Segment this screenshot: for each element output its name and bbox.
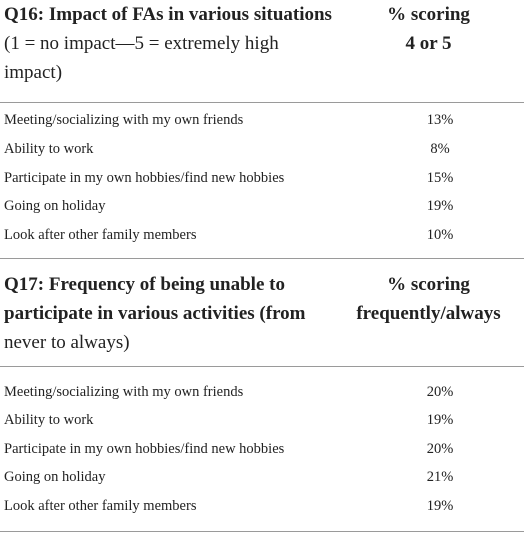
table-row: Look after other family members 19%: [0, 492, 524, 520]
row-label: Ability to work: [4, 141, 94, 157]
table-row: Meeting/socializing with my own friends …: [0, 106, 524, 134]
table-row: Ability to work 8%: [0, 135, 524, 163]
q17-header: Q17: Frequency of being unable to partic…: [0, 270, 524, 362]
q17-column-header: % scoring frequently/always: [341, 270, 516, 328]
q16-title-line-1: Q16: Impact of FAs in various situations: [4, 0, 344, 29]
table-row: Participate in my own hobbies/find new h…: [0, 435, 524, 463]
row-value: 19%: [426, 198, 454, 214]
row-value: 20%: [426, 441, 454, 457]
table-row: Look after other family members 10%: [0, 221, 524, 249]
row-label: Participate in my own hobbies/find new h…: [4, 441, 285, 457]
row-value: 10%: [426, 227, 454, 243]
row-value: 15%: [426, 170, 454, 186]
row-label: Going on holiday: [4, 469, 106, 485]
row-label: Participate in my own hobbies/find new h…: [4, 170, 285, 186]
table-row: Participate in my own hobbies/find new h…: [0, 164, 524, 192]
row-value: 8%: [430, 141, 450, 157]
row-label: Ability to work: [4, 412, 94, 428]
q17-title-line-3: never to always): [4, 332, 130, 353]
table-row: Going on holiday 21%: [0, 463, 524, 491]
table-row: Ability to work 19%: [0, 406, 524, 434]
q16-title-rest: Impact of FAs in various situations: [48, 4, 332, 25]
row-label: Meeting/socializing with my own friends: [4, 112, 244, 128]
row-value: 13%: [426, 112, 454, 128]
q16-header-rule: [0, 102, 524, 103]
table-row: Going on holiday 19%: [0, 192, 524, 220]
row-value: 21%: [426, 469, 454, 485]
q16-col-line-1: % scoring: [387, 4, 470, 25]
q17-col-line-1: % scoring: [387, 274, 470, 295]
row-label: Look after other family members: [4, 498, 197, 514]
q17-title-line-1: Q17: Frequency of being unable to: [4, 274, 285, 295]
row-value: 19%: [426, 412, 454, 428]
q16-question-title: Q16: Impact of FAs in various situations…: [4, 0, 344, 87]
q16-id: Q16:: [4, 4, 45, 25]
row-label: Meeting/socializing with my own friends: [4, 384, 244, 400]
row-value: 20%: [426, 384, 454, 400]
q17-section-rule: [0, 531, 524, 532]
q17-title-line-2: participate in various activities (from: [4, 303, 306, 324]
row-value: 19%: [426, 498, 454, 514]
q16-title-line-3: impact): [4, 62, 63, 83]
q16-title-line-2: (1 = no impact—5 = extremely high: [4, 33, 279, 54]
q16-col-line-2: 4 or 5: [405, 33, 452, 54]
row-label: Going on holiday: [4, 198, 106, 214]
q16-header: Q16: Impact of FAs in various situations…: [0, 0, 524, 96]
q16-column-header: % scoring 4 or 5: [341, 0, 516, 58]
q17-header-rule: [0, 366, 524, 367]
q17-col-line-2: frequently/always: [356, 303, 501, 324]
q17-question-title: Q17: Frequency of being unable to partic…: [4, 270, 344, 357]
q16-section-rule: [0, 258, 524, 259]
table-row: Meeting/socializing with my own friends …: [0, 378, 524, 406]
row-label: Look after other family members: [4, 227, 197, 243]
